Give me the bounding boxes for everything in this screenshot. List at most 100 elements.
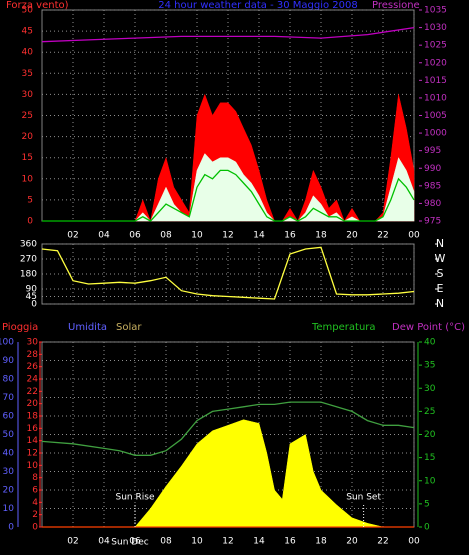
y-tick-label: 10	[424, 476, 436, 486]
y-tick-label: N	[436, 237, 444, 250]
y-tick-label: W	[435, 252, 446, 265]
y-tick-label: 10	[22, 174, 34, 184]
annotation: Sun Rise	[116, 493, 155, 503]
y-tick-label: 16	[27, 424, 39, 434]
line	[42, 169, 415, 222]
y-tick-label: 10	[27, 461, 39, 471]
y-tick-label: 985	[424, 181, 441, 191]
y-tick-label: 30	[3, 467, 15, 477]
y-tick-label: 35	[424, 361, 435, 371]
y-tick-label: 2	[32, 510, 38, 520]
y-tick-label: S	[437, 267, 444, 280]
area	[42, 153, 415, 222]
y-tick-label: 40	[22, 48, 34, 58]
x-tick-label: 06	[129, 537, 141, 547]
y-tick-label: 4	[32, 498, 38, 508]
x-tick-label: 00	[408, 231, 420, 241]
y-tick-label: 35	[22, 69, 33, 79]
y-tick-label: 15	[424, 453, 435, 463]
y-tick-label: 0	[424, 523, 430, 533]
x-tick-label: 22	[377, 231, 388, 241]
y-tick-label: 0	[32, 523, 38, 533]
x-tick-label: 14	[253, 231, 265, 241]
y-tick-label: E	[437, 282, 444, 295]
y-tick-label: 0	[27, 217, 33, 227]
x-tick-label: 08	[160, 231, 172, 241]
x-tick-label: 08	[160, 537, 172, 547]
y-tick-label: 1015	[424, 76, 447, 86]
y-tick-label: 0	[31, 300, 37, 310]
wind-label: Forza vento)	[6, 0, 69, 11]
x-tick-label: 12	[222, 231, 233, 241]
x-tick-label: 06	[129, 231, 141, 241]
y-tick-label: 1035	[424, 6, 447, 16]
annotation: Sun Set	[346, 493, 381, 503]
x-tick-label: 10	[191, 537, 203, 547]
x-tick-label: 18	[315, 537, 327, 547]
y-tick-label: 8	[32, 473, 38, 483]
x-tick-label: 16	[284, 537, 296, 547]
y-tick-label: 30	[27, 338, 39, 348]
y-tick-label: 995	[424, 146, 441, 156]
y-tick-label: 5	[27, 195, 33, 205]
x-note: Sun Dec	[111, 538, 148, 548]
x-tick-label: 22	[377, 537, 388, 547]
x-tick-label: 16	[284, 231, 296, 241]
y-tick-label: 990	[424, 164, 441, 174]
y-tick-label: 100	[0, 338, 14, 348]
y-tick-label: 70	[3, 393, 15, 403]
rain-label: Pioggia	[2, 322, 38, 333]
y-tick-label: 360	[20, 240, 37, 250]
temperature-label: Temperatura	[311, 322, 376, 333]
y-tick-label: 30	[424, 384, 436, 394]
line	[41, 246, 415, 300]
y-tick-label: 15	[22, 153, 33, 163]
y-tick-label: 26	[27, 362, 39, 372]
y-tick-label: 975	[424, 217, 441, 227]
x-tick-label: 18	[315, 231, 327, 241]
y-tick-label: 10	[3, 504, 15, 514]
y-tick-label: 40	[424, 338, 436, 348]
x-tick-label: 02	[67, 231, 78, 241]
y-tick-label: N	[436, 297, 444, 310]
x-tick-label: 10	[191, 231, 203, 241]
x-tick-label: 04	[98, 537, 110, 547]
y-tick-label: 45	[22, 27, 33, 37]
y-tick-label: 45	[26, 292, 37, 302]
y-tick-label: 22	[27, 387, 38, 397]
y-tick-label: 1010	[424, 93, 447, 103]
x-tick-label: 20	[346, 231, 358, 241]
x-tick-label: 04	[98, 231, 110, 241]
y-tick-label: 30	[22, 90, 34, 100]
y-tick-label: 25	[22, 111, 33, 121]
y-tick-label: 1030	[424, 23, 447, 33]
y-tick-label: 12	[27, 449, 38, 459]
y-tick-label: 50	[22, 6, 34, 16]
dew-point-label: Dew Point (°C)	[392, 322, 465, 333]
y-tick-label: 6	[32, 486, 38, 496]
chart-title: 24 hour weather data - 30 Maggio 2008	[158, 0, 358, 11]
humidity-label: Umidita	[68, 322, 107, 333]
x-tick-label: 20	[346, 537, 358, 547]
y-tick-label: 180	[20, 270, 37, 280]
y-tick-label: 1025	[424, 41, 447, 51]
y-tick-label: 20	[424, 430, 436, 440]
y-tick-label: 80	[3, 375, 15, 385]
solar-label: Solar	[116, 322, 142, 333]
area	[42, 419, 414, 528]
x-tick-label: 12	[222, 537, 233, 547]
pressure-label: Pressione	[372, 0, 420, 11]
y-tick-label: 0	[8, 523, 14, 533]
line	[41, 26, 415, 43]
x-tick-label: 14	[253, 537, 265, 547]
y-tick-label: 270	[20, 255, 37, 265]
y-tick-label: 1020	[424, 58, 447, 68]
y-tick-label: 980	[424, 199, 441, 209]
y-tick-label: 14	[27, 436, 39, 446]
y-tick-label: 90	[3, 356, 15, 366]
y-tick-label: 20	[22, 132, 34, 142]
y-tick-label: 1000	[424, 129, 447, 139]
x-tick-label: 02	[67, 537, 78, 547]
x-tick-label: 00	[408, 537, 420, 547]
